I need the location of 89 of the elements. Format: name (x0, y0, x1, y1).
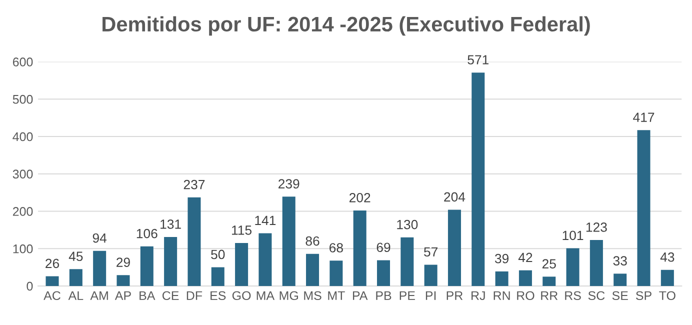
x-tick-label: MA (256, 291, 275, 300)
data-label: 86 (306, 236, 320, 246)
bar (424, 264, 438, 286)
data-label: 131 (160, 220, 181, 229)
y-tick-label: 200 (12, 207, 33, 216)
y-tick-label: 0 (26, 282, 33, 291)
bar (330, 260, 343, 286)
bar (614, 274, 627, 286)
data-label: 202 (350, 192, 370, 202)
data-label: 50 (211, 250, 225, 260)
x-tick-label: AL (68, 291, 84, 300)
bar (235, 243, 248, 286)
bar (116, 275, 130, 286)
chart-title: Demitidos por UF: 2014 -2025 (Executivo Federal) (102, 16, 590, 36)
data-label: 33 (613, 256, 627, 266)
data-label: 237 (184, 180, 205, 190)
bar (637, 130, 650, 286)
bar (495, 271, 508, 286)
data-label: 101 (562, 230, 584, 240)
bar (518, 270, 532, 286)
data-label: 43 (660, 252, 674, 262)
data-label: 417 (633, 112, 654, 122)
x-tick-label: SC (588, 291, 605, 300)
bar (69, 269, 82, 286)
data-label: 29 (116, 258, 130, 267)
bar (542, 276, 556, 286)
data-label: 68 (330, 243, 343, 252)
bar (376, 260, 390, 286)
x-tick-label: AM (90, 291, 108, 300)
bar (188, 197, 201, 286)
x-tick-label: MT (328, 291, 345, 300)
x-tick-label: SP (636, 291, 652, 300)
bar (448, 210, 461, 286)
y-tick-label: 500 (12, 94, 33, 104)
x-tick-label: RR (541, 291, 558, 300)
x-tick-label: GO (232, 291, 251, 300)
bar (258, 233, 272, 286)
bar (164, 237, 178, 286)
data-label: 239 (278, 179, 300, 189)
x-tick-label: MG (280, 291, 298, 300)
data-label: 25 (542, 259, 556, 268)
bar (353, 210, 366, 286)
bar (211, 267, 224, 286)
data-label: 45 (68, 252, 83, 262)
data-label: 123 (586, 222, 607, 232)
data-label: 204 (444, 192, 466, 202)
x-tick-label: SE (612, 291, 628, 300)
bar (566, 248, 580, 286)
x-tick-label: PA (352, 291, 368, 300)
data-label: 26 (46, 258, 60, 268)
x-tick-label: AC (44, 291, 60, 300)
x-tick-label: AP (114, 291, 131, 300)
x-tick-label: PI (426, 291, 436, 300)
data-label: 39 (494, 254, 509, 264)
x-tick-label: DF (186, 291, 202, 300)
bar (400, 237, 414, 286)
bar (93, 250, 106, 286)
x-tick-label: MS (304, 291, 322, 300)
data-label: 115 (232, 226, 252, 235)
data-label: 130 (397, 220, 418, 230)
x-tick-label: ES (210, 291, 226, 300)
x-tick-label: RO (517, 291, 534, 300)
y-tick-label: 600 (12, 58, 33, 66)
y-tick-label: 400 (12, 132, 33, 142)
x-tick-label: CE (162, 291, 179, 300)
data-label: 141 (255, 216, 276, 226)
data-label: 69 (376, 242, 390, 252)
x-tick-label: PR (446, 291, 463, 300)
bar (306, 254, 320, 286)
x-tick-label: PE (400, 291, 415, 300)
bar (660, 270, 674, 286)
x-tick-label: TO (659, 291, 676, 300)
x-tick-label: PB (376, 291, 392, 300)
y-tick-label: 100 (13, 244, 33, 254)
data-label: 106 (136, 228, 158, 238)
data-label: 57 (424, 247, 438, 257)
data-label: 94 (92, 233, 107, 243)
data-label: 42 (518, 252, 532, 262)
y-tick-label: 300 (12, 170, 33, 179)
bar (472, 72, 485, 286)
bar (46, 276, 59, 286)
data-label: 571 (468, 55, 489, 64)
x-tick-label: BA (140, 291, 156, 300)
x-tick-label: RN (494, 291, 510, 300)
x-tick-label: RS (565, 291, 581, 300)
bar (590, 240, 603, 286)
x-tick-label: RJ (472, 291, 485, 300)
bar (282, 196, 296, 286)
bar (140, 246, 154, 286)
